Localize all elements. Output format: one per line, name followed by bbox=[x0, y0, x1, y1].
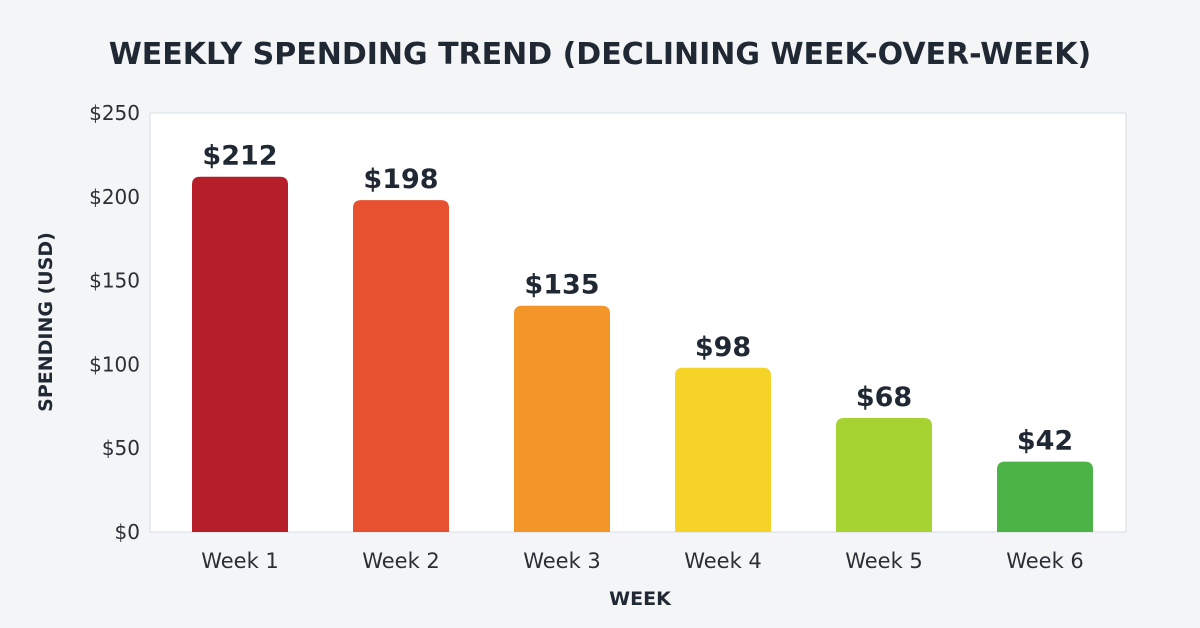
x-tick-label-6: Week 6 bbox=[1006, 549, 1084, 573]
y-tick-label: $200 bbox=[89, 185, 140, 209]
value-label-4: $98 bbox=[695, 332, 751, 363]
value-label-1: $212 bbox=[202, 141, 277, 172]
value-label-5: $68 bbox=[856, 382, 912, 413]
x-tick-label-3: Week 3 bbox=[523, 549, 601, 573]
x-axis-label: WEEK bbox=[609, 588, 672, 610]
value-label-6: $42 bbox=[1017, 426, 1073, 457]
bar-5 bbox=[836, 418, 932, 532]
y-tick-label: $150 bbox=[89, 269, 140, 293]
y-axis-label: SPENDING (USD) bbox=[35, 232, 57, 412]
y-tick-label: $100 bbox=[89, 352, 140, 376]
bar-3 bbox=[514, 305, 610, 532]
y-tick-label: $250 bbox=[89, 101, 140, 125]
x-tick-label-5: Week 5 bbox=[845, 549, 923, 573]
value-label-2: $198 bbox=[363, 164, 438, 195]
plot-area bbox=[149, 112, 1127, 533]
value-labels-group: $212 $198 $135 $98 $68 $42 bbox=[202, 141, 1073, 457]
bar-1 bbox=[192, 176, 288, 533]
value-label-3: $135 bbox=[524, 270, 599, 301]
y-axis-ticks: $0 $50 $100 $150 $200 $250 bbox=[89, 101, 140, 544]
x-axis-ticks: Week 1 Week 2 Week 3 Week 4 Week 5 Week 6 bbox=[201, 549, 1084, 573]
x-tick-label-2: Week 2 bbox=[362, 549, 440, 573]
y-tick-label: $50 bbox=[102, 436, 140, 460]
bar-6 bbox=[997, 461, 1093, 532]
x-tick-label-1: Week 1 bbox=[201, 549, 279, 573]
bar-4 bbox=[675, 367, 771, 532]
bar-2 bbox=[353, 200, 449, 533]
y-tick-label: $0 bbox=[115, 520, 140, 544]
chart-title: WEEKLY SPENDING TREND (DECLINING WEEK-OV… bbox=[109, 37, 1092, 72]
bars-group bbox=[192, 176, 1093, 533]
x-tick-label-4: Week 4 bbox=[684, 549, 762, 573]
